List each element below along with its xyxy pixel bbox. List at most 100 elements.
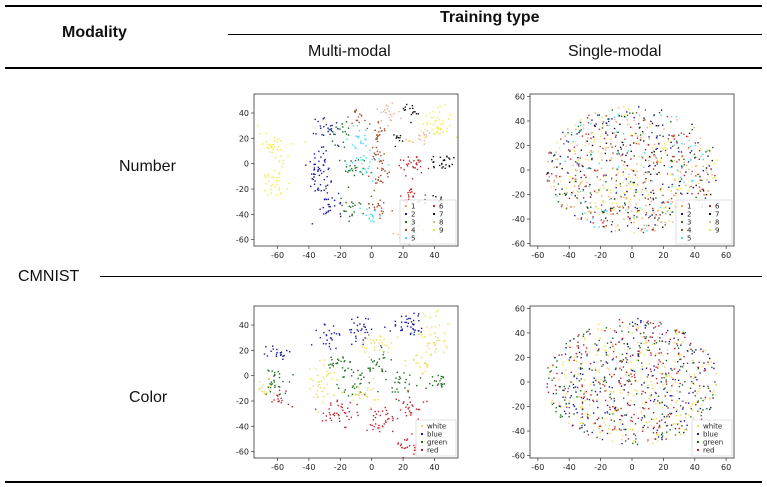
scatter-point [356,125,359,127]
scatter-point [631,210,633,212]
scatter-point [383,129,386,132]
scatter-point [574,178,576,181]
scatter-point [616,153,618,155]
scatter-point [659,159,661,161]
scatter-point [576,144,578,147]
x-tick-label: -40 [563,251,576,260]
scatter-point [278,373,281,375]
scatter-point [371,219,374,222]
scatter-point [336,362,339,364]
scatter-point [429,112,431,115]
scatter-point [278,172,280,174]
scatter-point [641,217,643,220]
scatter-point [635,191,637,193]
scatter-point [705,169,707,171]
scatter-point [601,365,603,367]
scatter-point [427,365,429,368]
scatter-point [663,388,665,391]
scatter-point [361,173,364,175]
scatter-point [424,370,427,373]
scatter-point [678,397,680,400]
scatter-point [613,127,616,130]
scatter-point [405,406,407,408]
scatter-point [409,188,412,190]
scatter-point [612,350,615,353]
legend-marker [433,221,435,223]
scatter-point [670,173,672,176]
scatter-point [574,161,577,163]
scatter-point [617,409,619,411]
scatter-point [578,396,580,398]
scatter-point [606,342,609,344]
legend-box [675,199,733,245]
legend-label: blue [703,431,718,439]
scatter-point [609,346,612,349]
scatter-point [379,215,381,217]
scatter-point [391,102,393,104]
group-label-cmnist: CMNIST [18,268,80,285]
scatter-point [659,190,662,192]
scatter-point [662,149,664,151]
scatter-point [609,396,611,399]
scatter-point [434,344,437,346]
scatter-point [654,216,656,218]
scatter-point [394,381,396,384]
scatter-point [710,361,713,363]
scatter-point [576,194,579,196]
scatter-point [417,159,419,161]
scatter-point [653,400,655,403]
scatter-point [359,383,361,385]
scatter-point [661,210,663,213]
scatter-point [403,109,406,111]
scatter-point [325,185,327,187]
scatter-point [272,143,275,146]
scatter-point [634,323,636,325]
scatter-point [627,216,629,218]
scatter-point [314,408,317,410]
scatter-point [630,383,633,385]
scatter-point [383,356,386,359]
scatter-point [684,416,687,418]
scatter-point [633,404,636,406]
scatter-point [276,394,278,396]
scatter-point [580,218,582,220]
scatter-point [382,159,385,162]
scatter-point [623,428,625,431]
scatter-point [666,424,669,427]
scatter-point [657,219,659,221]
scatter-point [609,408,611,411]
scatter-point [656,382,659,384]
scatter-point [355,386,358,388]
scatter-point [321,133,323,136]
scatter-point [381,410,384,412]
scatter-point [576,133,578,135]
scatter-point [360,394,363,396]
scatter-point [374,410,376,413]
scatter-point [625,164,628,166]
scatter-point [707,387,710,389]
scatter-point [603,376,606,378]
scatter-point [320,380,322,382]
scatter-point [317,411,319,414]
scatter-point [265,346,267,348]
scatter-point [673,178,675,180]
scatter-point [271,144,273,146]
scatter-point [377,179,379,181]
scatter-point [552,364,554,366]
scatter-point [597,426,599,428]
scatter-point [635,328,638,331]
x-tick-label: 20 [398,251,408,260]
scatter-point [600,219,603,221]
scatter-point [418,408,421,411]
scatter-point [609,406,611,409]
scatter-point [359,171,361,173]
scatter-point [441,162,443,165]
scatter-point [576,396,578,398]
scatter-point [265,132,267,135]
scatter-point [561,188,563,190]
scatter-point [378,358,381,360]
scatter-point [375,339,378,341]
scatter-point [656,224,658,227]
scatter-point [288,351,291,353]
scatter-point [593,124,596,127]
